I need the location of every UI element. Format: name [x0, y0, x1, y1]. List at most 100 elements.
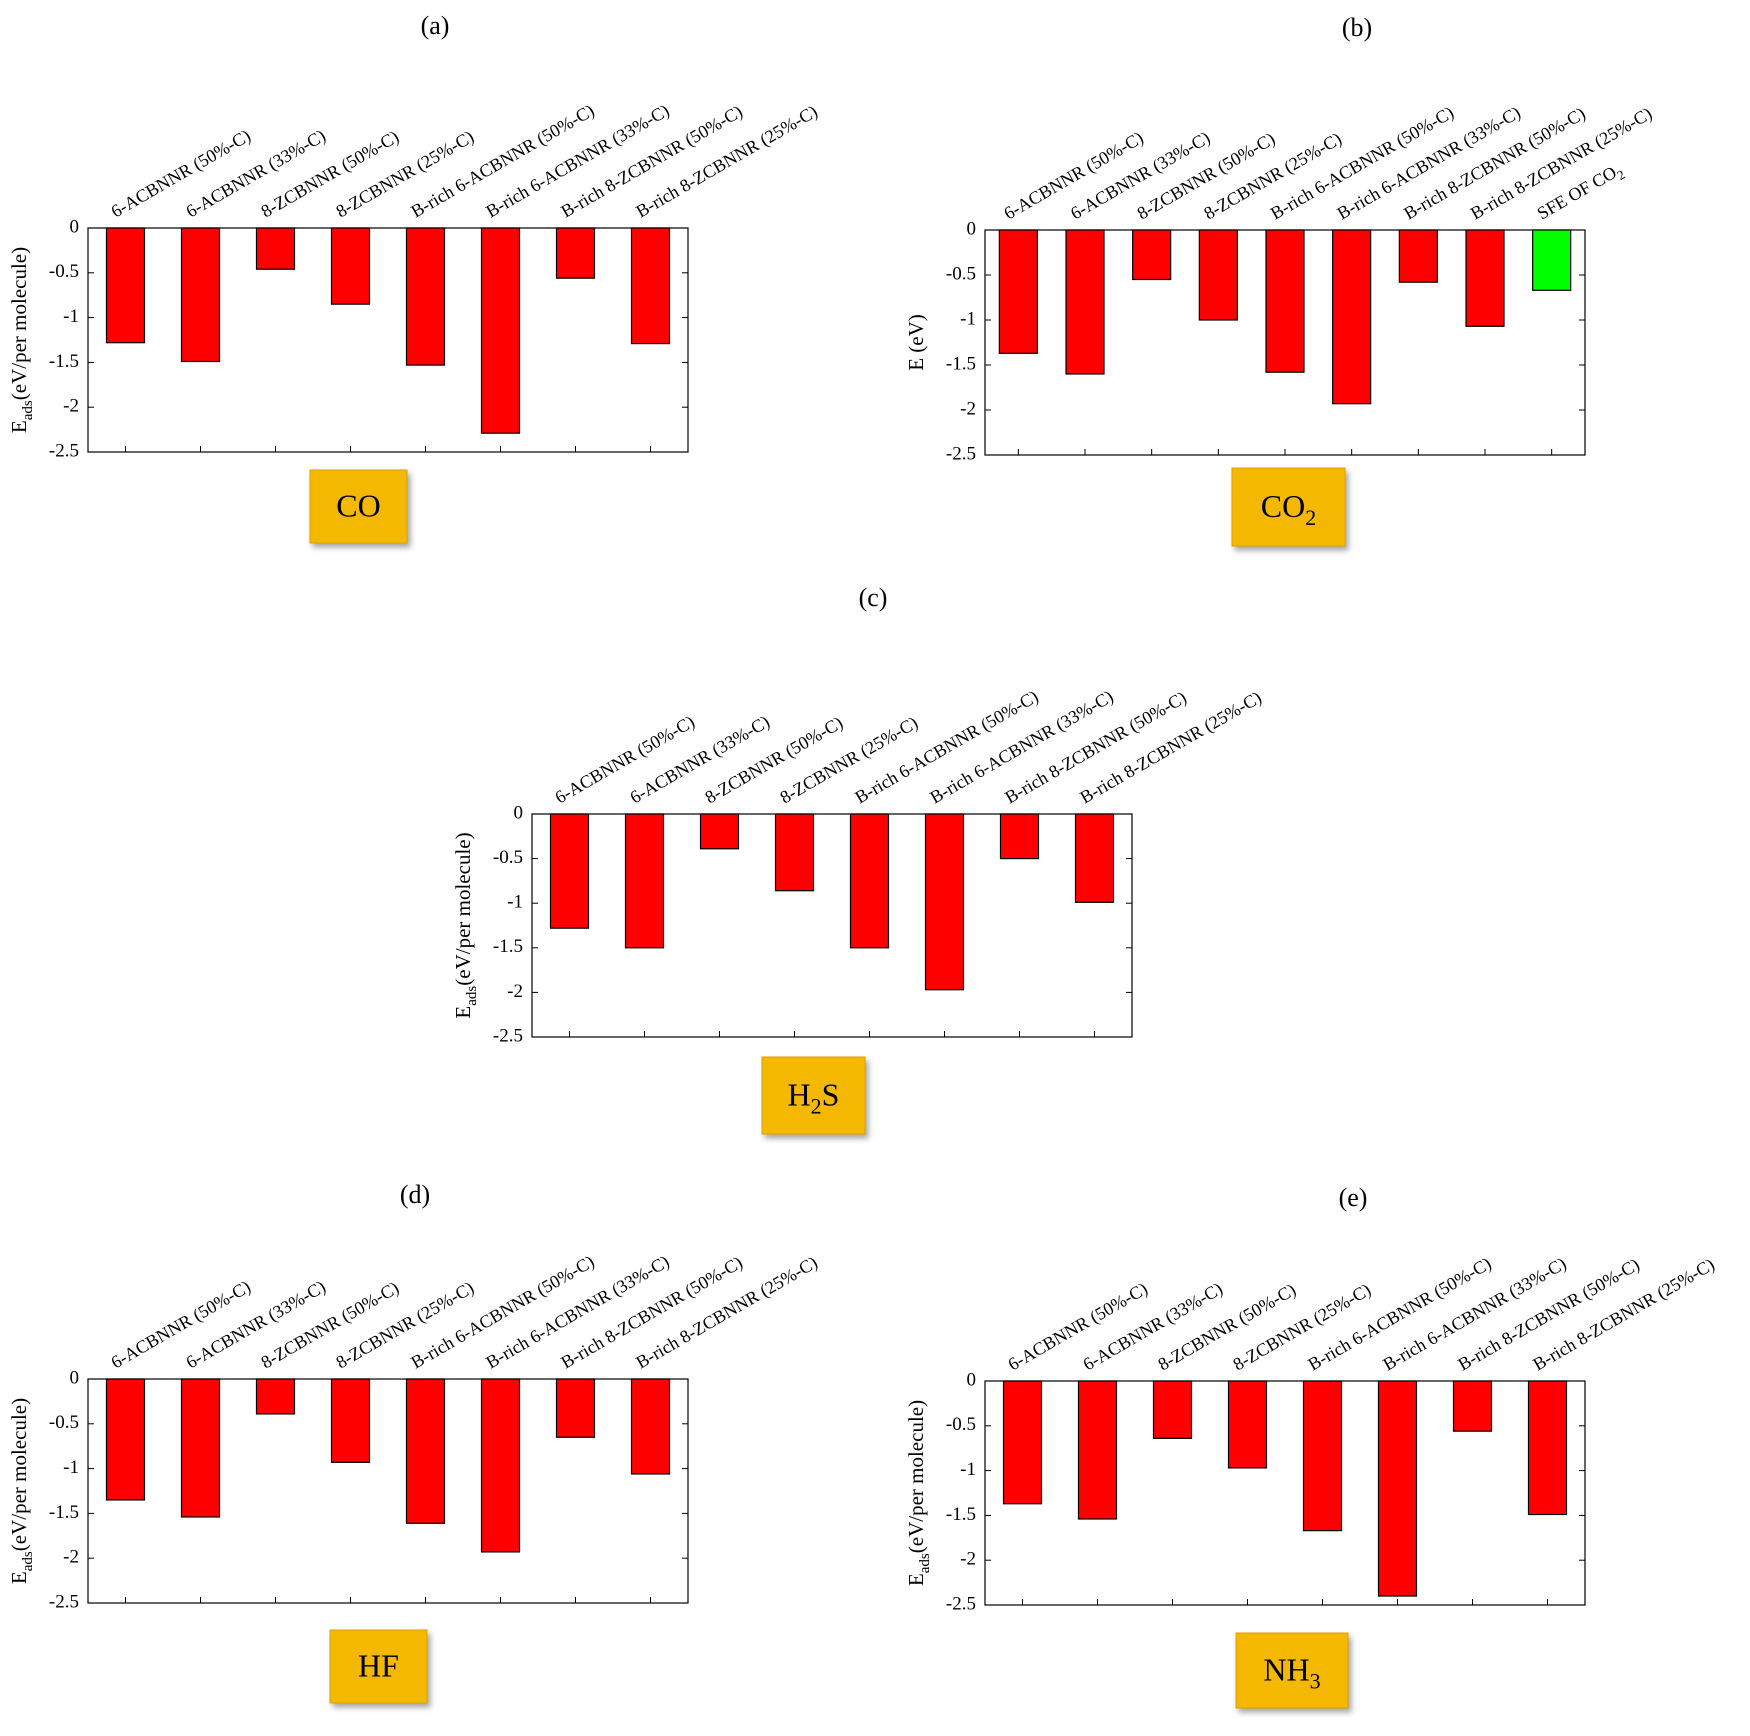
- molecule-badge: [1235, 1632, 1349, 1709]
- y-axis-label: Eads(eV/per molecule): [7, 247, 36, 433]
- y-axis-label: Eads(eV/per molecule): [451, 832, 480, 1018]
- bar: [255, 227, 296, 270]
- category-label: 8-ZCBNNR (50%-C): [258, 126, 403, 222]
- bar: [105, 1378, 146, 1501]
- bar: [624, 813, 665, 949]
- y-tick-label: -1.5: [49, 1502, 79, 1523]
- molecule-label: H2S: [788, 1077, 840, 1119]
- category-label: 6-ACBNNR (33%-C): [183, 1276, 330, 1373]
- y-tick-label: 0: [70, 216, 80, 237]
- bar: [1132, 229, 1172, 281]
- bar: [549, 813, 590, 929]
- plot-frame: [87, 1378, 689, 1604]
- y-axis-label: Eads(eV/per molecule): [904, 1400, 933, 1586]
- category-label: 8-ZCBNNR (50%-C): [702, 712, 847, 808]
- bar: [1377, 1380, 1418, 1597]
- molecule-badge: [761, 1056, 866, 1135]
- bar: [998, 229, 1038, 354]
- bar: [405, 1378, 446, 1524]
- category-label: 6-ACBNNR (33%-C): [1080, 1278, 1227, 1375]
- y-axis-label: Eads(eV/per molecule): [7, 1398, 36, 1584]
- category-label: 8-ZCBNNR (50%-C): [258, 1277, 403, 1373]
- y-tick-label: -1.5: [946, 353, 976, 374]
- bar: [1077, 1380, 1118, 1520]
- molecule-label: NH3: [1263, 1652, 1320, 1694]
- bar: [699, 813, 740, 850]
- bar: [330, 227, 371, 305]
- y-tick-label: -2: [63, 1547, 79, 1568]
- bar: [1227, 1380, 1268, 1469]
- y-tick-label: -0.5: [946, 1414, 976, 1435]
- y-tick-label: 0: [967, 218, 977, 239]
- molecule-badge: [309, 469, 408, 544]
- chart-panel: (b)0-0.5-1-1.5-2-2.5E (eV)6-ACBNNR (50%-…: [904, 13, 1656, 547]
- y-tick-label: 0: [967, 1369, 977, 1390]
- y-tick-label: -0.5: [49, 1412, 79, 1433]
- bar: [1465, 229, 1505, 327]
- chart-panel: (c) 0 -0.5 -1 -1.5 -2 -2.5 Eads(eV/per molecule…: [451, 583, 1265, 1135]
- bar: [105, 227, 146, 344]
- bar: [1452, 1380, 1493, 1432]
- panel-label: (c): [859, 583, 888, 612]
- category-label: 6-ACBNNR (33%-C): [627, 711, 774, 808]
- chart-panel: (d) 0 -0.5 -1 -1.5 -2 -2.5 Eads(eV/per molecule…: [7, 1180, 821, 1704]
- y-tick-label: -0.5: [49, 261, 79, 282]
- y-tick-label: -2.5: [946, 443, 976, 464]
- bar: [849, 813, 890, 949]
- category-label: 6-ACBNNR (33%-C): [183, 125, 330, 222]
- bar: [1152, 1380, 1193, 1439]
- y-tick-label: -1: [960, 1459, 976, 1480]
- bar: [1532, 229, 1572, 291]
- y-tick-label: -1: [63, 306, 79, 327]
- plot-frame: [531, 813, 1133, 1038]
- bar: [1065, 229, 1105, 375]
- y-tick-label: 0: [514, 802, 524, 823]
- y-tick-label: -2: [960, 1549, 976, 1570]
- y-tick-label: -2.5: [49, 440, 79, 461]
- category-label: 8-ZCBNNR (25%-C): [333, 126, 478, 222]
- y-tick-label: -1.5: [493, 936, 523, 957]
- bar: [480, 227, 521, 434]
- panel-label: (b): [1342, 13, 1372, 42]
- y-tick-label: -2.5: [49, 1591, 79, 1612]
- y-tick-label: -2.5: [946, 1593, 976, 1614]
- bar: [1332, 229, 1372, 405]
- y-tick-label: -1: [507, 892, 523, 913]
- bar: [1002, 1380, 1043, 1505]
- chart-panel: (e) 0 -0.5 -1 -1.5 -2 -2.5 Eads(eV/per molecule…: [904, 1183, 1718, 1709]
- plot-frame: [984, 1380, 1586, 1606]
- bar: [1265, 229, 1305, 373]
- bar: [480, 1378, 521, 1553]
- category-label: 6-ACBNNR (50%-C): [1005, 1278, 1152, 1375]
- y-axis-label: E (eV): [904, 314, 928, 371]
- y-tick-label: -2: [63, 396, 79, 417]
- y-tick-label: -1: [63, 1457, 79, 1478]
- bar: [1198, 229, 1238, 321]
- y-tick-label: -2.5: [493, 1025, 523, 1046]
- bar: [630, 1378, 671, 1475]
- bar: [180, 227, 221, 363]
- plot-frame: [87, 227, 689, 453]
- bar: [255, 1378, 296, 1415]
- y-tick-label: -0.5: [946, 263, 976, 284]
- category-label: 8-ZCBNNR (50%-C): [1155, 1279, 1300, 1375]
- panel-label: (e): [1339, 1183, 1368, 1212]
- y-tick-label: 0: [70, 1367, 80, 1388]
- category-label: 6-ACBNNR (50%-C): [108, 125, 255, 222]
- bar: [1074, 813, 1115, 903]
- category-label: 6-ACBNNR (50%-C): [108, 1276, 255, 1373]
- y-tick-label: -1.5: [946, 1504, 976, 1525]
- bar: [555, 1378, 596, 1438]
- molecule-label: CO: [336, 488, 380, 524]
- y-tick-label: -0.5: [493, 847, 523, 868]
- category-label: 8-ZCBNNR (25%-C): [777, 712, 922, 808]
- y-tick-label: -1.5: [49, 351, 79, 372]
- y-tick-label: -2: [960, 398, 976, 419]
- bar: [1527, 1380, 1568, 1516]
- bar: [1302, 1380, 1343, 1532]
- bar: [405, 227, 446, 366]
- y-tick-label: -1: [960, 308, 976, 329]
- y-tick-label: -2: [507, 981, 523, 1002]
- molecule-badge: [1231, 467, 1346, 547]
